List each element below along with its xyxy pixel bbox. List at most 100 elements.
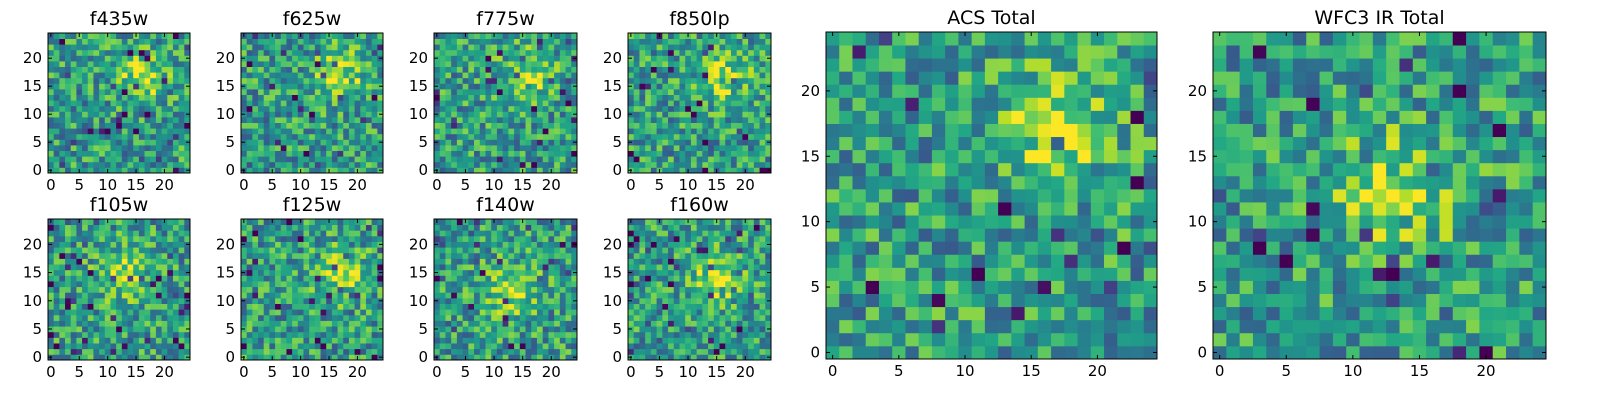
- heatmap-cell: [53, 77, 60, 84]
- heatmap-cell: [263, 55, 270, 62]
- heatmap-cell: [548, 161, 555, 168]
- heatmap-cell: [53, 72, 60, 79]
- heatmap-cell: [314, 326, 321, 333]
- heatmap-cell: [759, 128, 766, 135]
- heatmap-cell: [263, 258, 270, 265]
- heatmap-cell: [337, 161, 344, 168]
- heatmap-cell: [519, 348, 526, 355]
- heatmap-cell: [673, 150, 680, 157]
- heatmap-cell: [150, 348, 157, 355]
- heatmap-cell: [286, 343, 293, 350]
- heatmap-cell: [241, 44, 248, 51]
- heatmap-cell: [565, 128, 572, 135]
- heatmap-cell: [53, 161, 60, 168]
- heatmap-cell: [133, 105, 140, 112]
- heatmap-cell: [508, 235, 515, 242]
- heatmap-cell: [292, 269, 299, 276]
- heatmap-cell: [348, 326, 355, 333]
- heatmap-cell: [548, 235, 555, 242]
- heatmap-cell: [525, 247, 532, 254]
- heatmap-cell: [184, 122, 191, 129]
- heatmap-cell: [360, 241, 367, 248]
- heatmap-cell: [713, 66, 720, 73]
- heatmap-cell: [645, 320, 652, 327]
- heatmap-cell: [645, 133, 652, 140]
- heatmap-cell: [59, 252, 66, 259]
- heatmap-cell: [178, 354, 185, 361]
- heatmap-cell: [82, 61, 89, 67]
- heatmap-cell: [496, 241, 504, 248]
- heatmap-cell: [571, 320, 578, 327]
- heatmap-cell: [371, 275, 378, 282]
- heatmap-cell: [525, 128, 532, 135]
- heatmap-cell: [172, 133, 180, 140]
- heatmap-cell: [70, 83, 77, 90]
- heatmap-cell: [765, 348, 772, 355]
- heatmap-cell: [730, 354, 738, 361]
- heatmap-cell: [434, 275, 441, 282]
- heatmap-cell: [439, 128, 446, 135]
- heatmap-cell: [468, 343, 475, 350]
- heatmap-cell: [468, 269, 475, 276]
- heatmap-cell: [178, 94, 185, 101]
- heatmap-cell: [725, 309, 732, 316]
- heatmap-cell: [104, 161, 111, 168]
- heatmap-cell: [121, 343, 128, 350]
- heatmap-cell: [269, 343, 276, 350]
- heatmap-cell: [502, 275, 509, 282]
- heatmap-cell: [690, 77, 698, 84]
- heatmap-cell: [348, 314, 355, 321]
- heatmap-cell: [479, 275, 486, 282]
- heatmap-cell: [70, 105, 77, 112]
- heatmap-cell: [326, 235, 333, 242]
- heatmap-cell: [725, 343, 732, 350]
- heatmap-cell: [48, 49, 55, 56]
- heatmap-cell: [496, 343, 504, 350]
- heatmap-cell: [639, 150, 646, 157]
- heatmap-cell: [719, 139, 726, 146]
- heatmap-cell: [571, 100, 578, 107]
- heatmap-cell: [633, 303, 640, 310]
- heatmap-cell: [155, 133, 162, 140]
- heatmap-cell: [167, 314, 174, 321]
- heatmap-cell: [633, 297, 640, 304]
- heatmap-cell: [730, 275, 738, 282]
- heatmap-cell: [536, 224, 544, 231]
- heatmap-cell: [343, 150, 350, 157]
- heatmap-cell: [65, 235, 72, 242]
- x-tick-label: 0: [46, 363, 56, 381]
- heatmap-cell: [377, 133, 384, 140]
- heatmap-cell: [292, 145, 299, 151]
- heatmap-cell: [252, 83, 259, 90]
- heatmap-cell: [496, 281, 504, 288]
- heatmap-cell: [650, 297, 657, 304]
- heatmap-cell: [725, 72, 732, 79]
- heatmap-cell: [99, 320, 106, 327]
- heatmap-cell: [536, 167, 544, 174]
- heatmap-cell: [508, 264, 515, 271]
- heatmap-cell: [479, 314, 486, 321]
- heatmap-cell: [320, 55, 327, 62]
- y-tick-label: 15: [603, 77, 622, 95]
- heatmap-cell: [542, 161, 549, 168]
- heatmap-cell: [565, 354, 572, 361]
- heatmap-cell: [269, 269, 276, 276]
- heatmap-cell: [348, 66, 355, 73]
- heatmap-cell: [765, 117, 772, 123]
- heatmap-cell: [99, 354, 106, 361]
- heatmap-cell: [685, 105, 692, 112]
- heatmap-cell: [275, 55, 282, 62]
- heatmap-cell: [320, 309, 327, 316]
- heatmap-cell: [246, 230, 253, 237]
- heatmap-cell: [286, 326, 293, 333]
- heatmap-cell: [668, 33, 675, 39]
- heatmap-cell: [514, 100, 521, 107]
- heatmap-cell: [354, 55, 361, 62]
- heatmap-cell: [286, 128, 293, 135]
- heatmap-cell: [269, 72, 276, 79]
- heatmap-cell: [167, 331, 174, 338]
- heatmap-cell: [241, 320, 248, 327]
- heatmap-cell: [82, 343, 89, 350]
- heatmap-cell: [286, 33, 293, 39]
- heatmap-cell: [48, 44, 55, 51]
